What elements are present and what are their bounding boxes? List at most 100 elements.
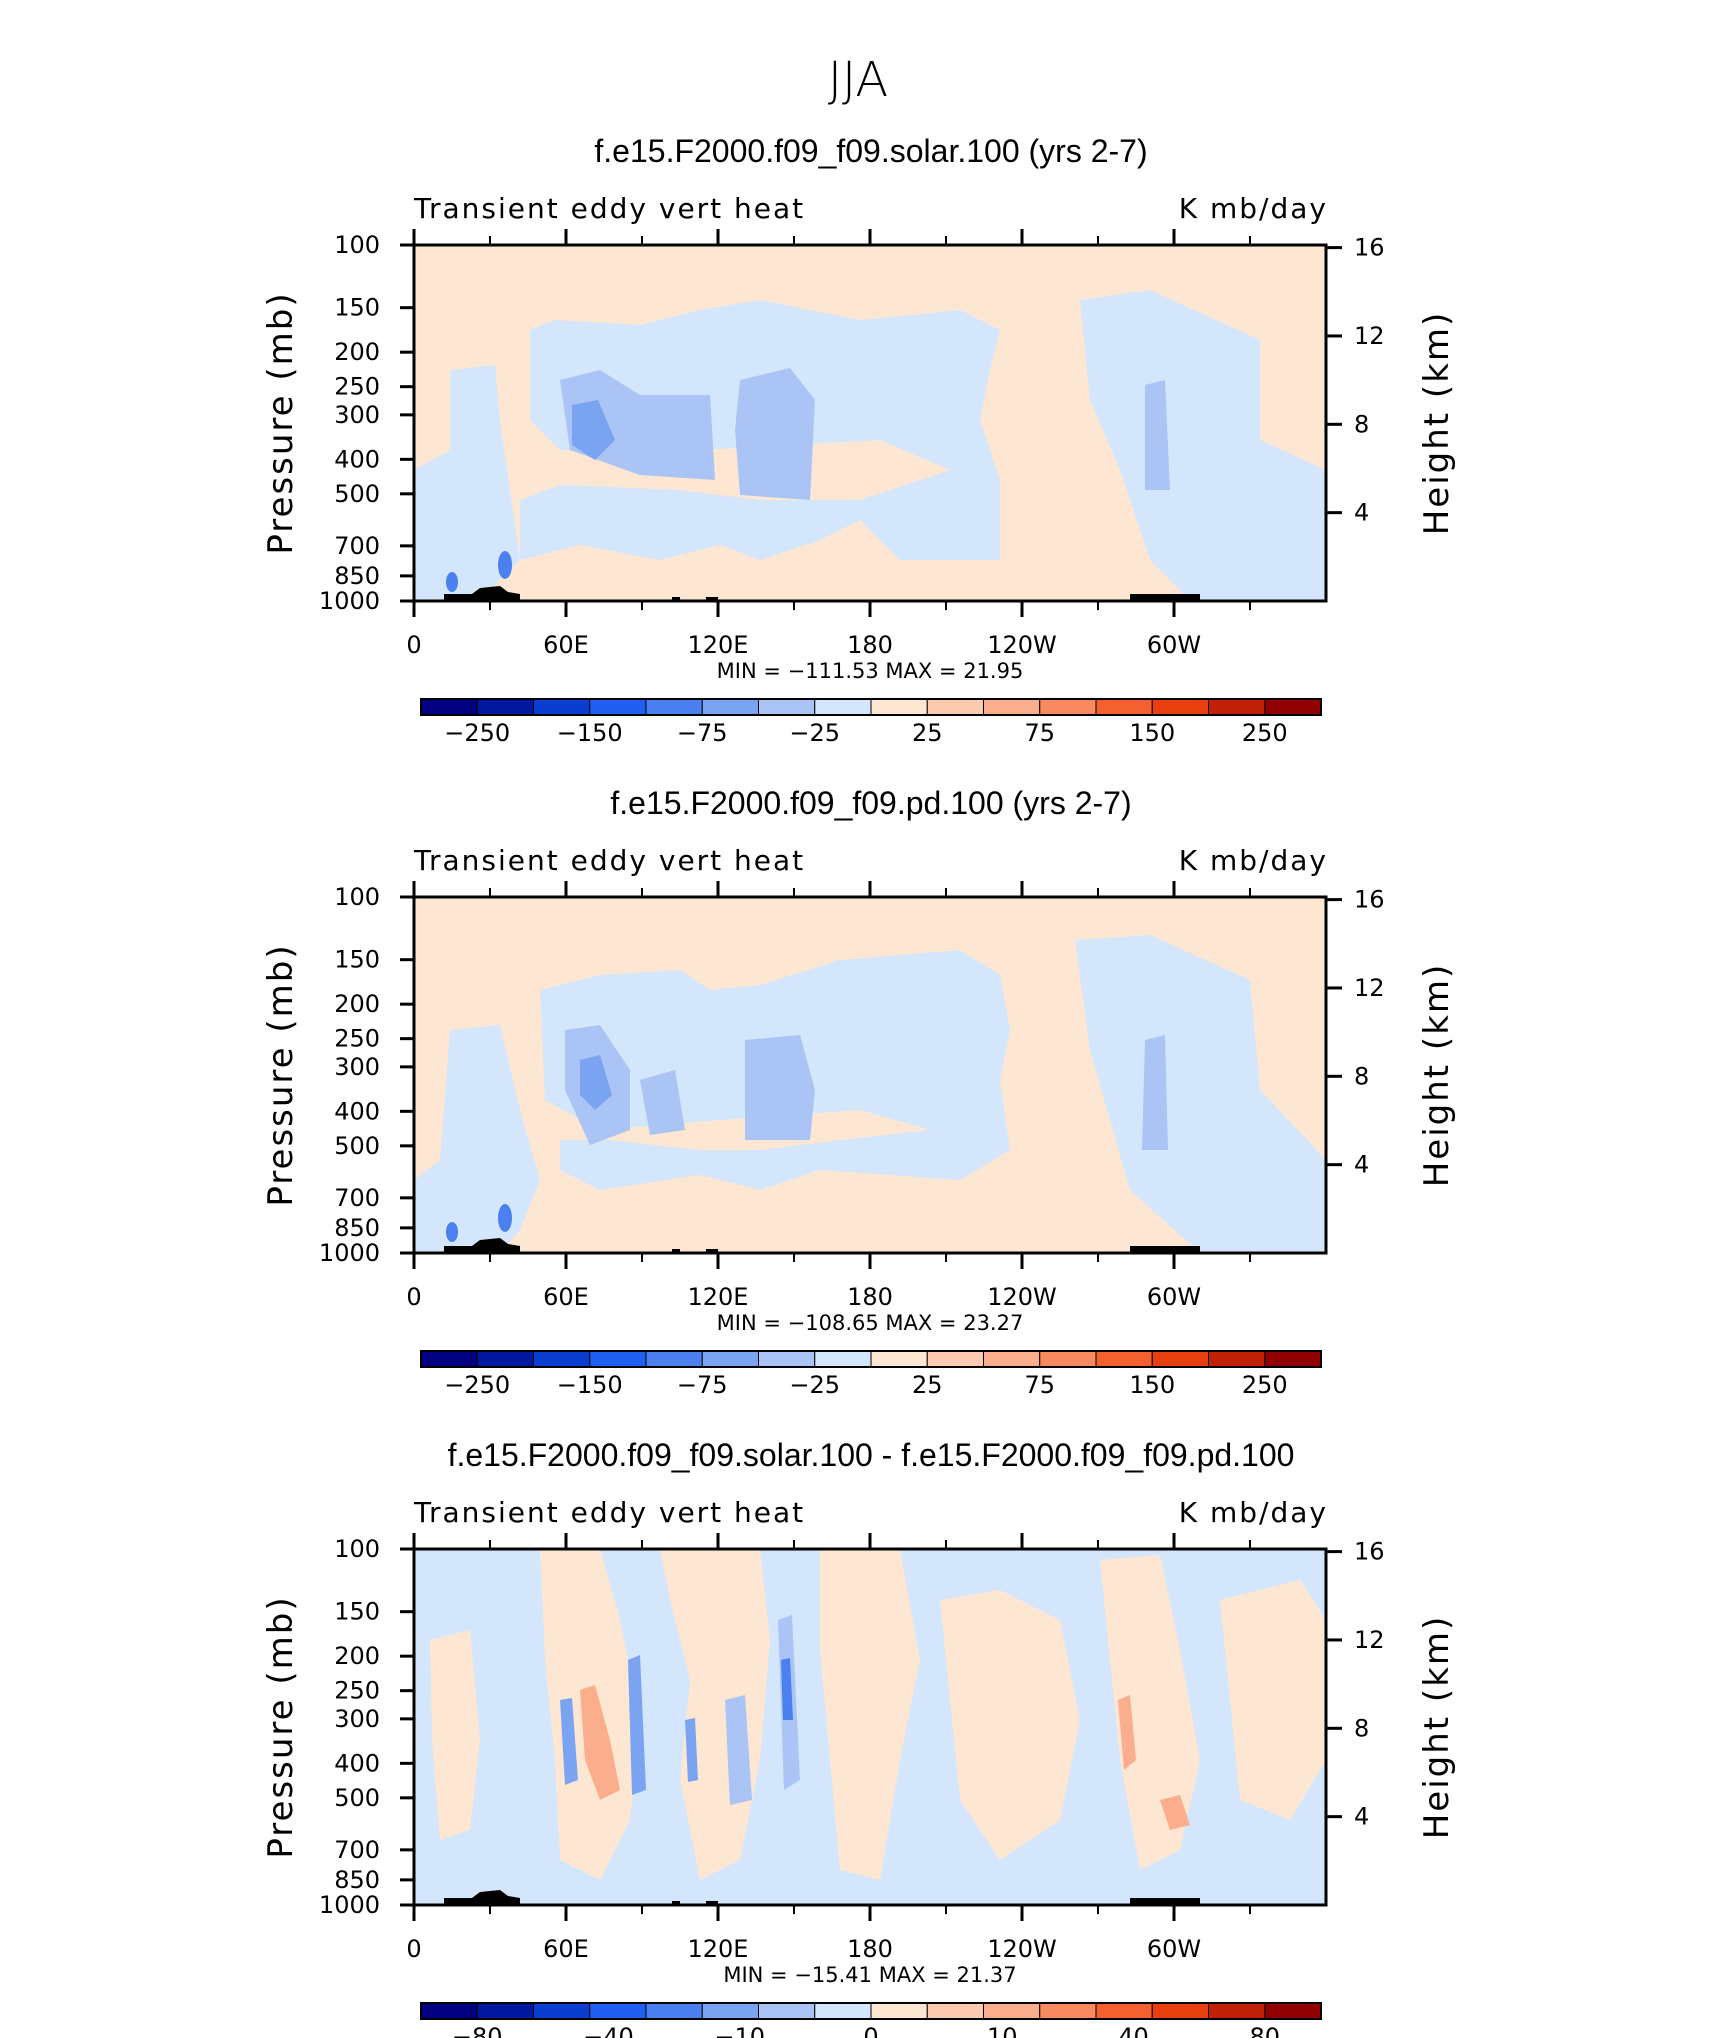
panel-2-height-axis-label: Height (km) <box>1417 963 1457 1188</box>
y-tick-label: 700 <box>334 532 380 560</box>
y-tick-label: 100 <box>334 231 380 259</box>
x-tick-label: 120W <box>987 1935 1057 1963</box>
colorbar-swatch <box>870 1350 928 1368</box>
colorbar-swatch <box>1039 2002 1097 2020</box>
colorbar-label: −150 <box>557 719 623 747</box>
x-tick-label: 0 <box>406 1935 421 1963</box>
colorbar-swatch <box>645 1350 703 1368</box>
colorbar-label: 0 <box>863 2023 878 2038</box>
height-tick-label: 12 <box>1354 1626 1385 1654</box>
colorbar-frame <box>420 698 1322 716</box>
y-tick-label: 400 <box>334 1749 380 1777</box>
colorbar-swatch <box>983 1350 1041 1368</box>
panel-3-min-max: MIN = −15.41 MAX = 21.37 <box>723 1963 1016 1987</box>
colorbar-swatch <box>870 698 928 716</box>
y-tick-label: 850 <box>334 562 380 590</box>
colorbar-label: 250 <box>1242 719 1288 747</box>
y-tick-label: 700 <box>334 1184 380 1212</box>
colorbar-label: −40 <box>583 2023 634 2038</box>
colorbar-swatch <box>476 698 534 716</box>
x-tick-label: 120E <box>688 1935 749 1963</box>
y-tick-label: 1000 <box>319 1239 380 1267</box>
colorbar-label: 40 <box>1118 2023 1149 2038</box>
x-tick-label: 120E <box>688 1283 749 1311</box>
panel-3: f.e15.F2000.f09_f09.solar.100 - f.e15.F2… <box>261 1437 1457 2038</box>
colorbar-swatch <box>420 698 478 716</box>
panel-3-orography <box>444 1890 1200 1905</box>
panel-3-title: f.e15.F2000.f09_f09.solar.100 - f.e15.F2… <box>448 1437 1295 1473</box>
colorbar-label: 150 <box>1129 719 1175 747</box>
colorbar-swatch <box>1151 698 1209 716</box>
colorbar-frame <box>420 1350 1322 1368</box>
colorbar-swatch <box>870 2002 928 2020</box>
panel-1-height-axis-label: Height (km) <box>1417 311 1457 536</box>
colorbar-swatch <box>1039 1350 1097 1368</box>
panel-1: f.e15.F2000.f09_f09.solar.100 (yrs 2-7) … <box>261 133 1457 747</box>
y-tick-label: 150 <box>334 294 380 322</box>
x-tick-label: 120E <box>688 631 749 659</box>
colorbar-swatch <box>1039 698 1097 716</box>
panel-3-height-axis-label: Height (km) <box>1417 1615 1457 1840</box>
colorbar-swatch <box>758 2002 816 2020</box>
colorbar-swatch <box>814 1350 872 1368</box>
colorbar-label: −25 <box>789 719 840 747</box>
height-tick-label: 8 <box>1354 1714 1369 1742</box>
colorbar-swatch <box>420 2002 478 2020</box>
colorbar-swatch <box>476 1350 534 1368</box>
y-tick-label: 1000 <box>319 1891 380 1919</box>
colorbar-swatch <box>645 698 703 716</box>
y-tick-label: 100 <box>334 1535 380 1563</box>
panel-2-units-label: K mb/day <box>1179 844 1328 877</box>
colorbar-label: −75 <box>677 719 728 747</box>
colorbar-swatch <box>476 2002 534 2020</box>
panel-1-colorbar: −250 −150 −75 −25 25 75 150 250 <box>420 698 1322 747</box>
colorbar-label: −10 <box>714 2023 765 2038</box>
x-tick-label: 60E <box>543 1283 589 1311</box>
colorbar-swatch <box>983 2002 1041 2020</box>
panel-2: f.e15.F2000.f09_f09.pd.100 (yrs 2-7) Tra… <box>261 785 1457 1399</box>
colorbar-frame <box>420 2002 1322 2020</box>
height-tick-label: 4 <box>1354 499 1369 527</box>
panel-2-colorbar: −250 −150 −75 −25 25 75 150 250 <box>420 1350 1322 1399</box>
y-tick-label: 300 <box>334 401 380 429</box>
y-tick-label: 500 <box>334 1784 380 1812</box>
colorbar-label: 25 <box>912 719 943 747</box>
colorbar-label: −75 <box>677 1371 728 1399</box>
colorbar-swatch <box>1095 2002 1153 2020</box>
height-tick-label: 4 <box>1354 1151 1369 1179</box>
height-tick-label: 4 <box>1354 1803 1369 1831</box>
x-tick-label: 180 <box>847 631 893 659</box>
panel-2-negative-contours <box>414 935 1326 1253</box>
colorbar-swatch <box>701 698 759 716</box>
x-tick-label: 60W <box>1147 1283 1201 1311</box>
y-tick-label: 500 <box>334 480 380 508</box>
height-tick-label: 12 <box>1354 974 1385 1002</box>
colorbar-swatch <box>533 1350 591 1368</box>
height-tick-label: 16 <box>1354 886 1385 914</box>
colorbar-label: 75 <box>1024 719 1055 747</box>
y-tick-label: 250 <box>334 1025 380 1053</box>
panel-3-y-axis-label: Pressure (mb) <box>261 1595 301 1858</box>
x-tick-label: 60W <box>1147 1935 1201 1963</box>
height-tick-label: 8 <box>1354 410 1369 438</box>
figure-title: JJA <box>828 52 888 108</box>
y-tick-label: 400 <box>334 1097 380 1125</box>
panel-3-units-label: K mb/day <box>1179 1496 1328 1529</box>
y-tick-label: 200 <box>334 990 380 1018</box>
panel-1-left-label: Transient eddy vert heat <box>413 192 805 225</box>
y-tick-label: 1000 <box>319 587 380 615</box>
y-tick-label: 400 <box>334 445 380 473</box>
x-tick-label: 60E <box>543 631 589 659</box>
colorbar-swatch <box>1208 1350 1266 1368</box>
colorbar-swatch <box>589 1350 647 1368</box>
colorbar-label: 80 <box>1249 2023 1280 2038</box>
y-tick-label: 300 <box>334 1053 380 1081</box>
y-tick-label: 150 <box>334 1598 380 1626</box>
x-tick-label: 0 <box>406 1283 421 1311</box>
colorbar-swatch <box>814 698 872 716</box>
colorbar-swatch <box>926 2002 984 2020</box>
